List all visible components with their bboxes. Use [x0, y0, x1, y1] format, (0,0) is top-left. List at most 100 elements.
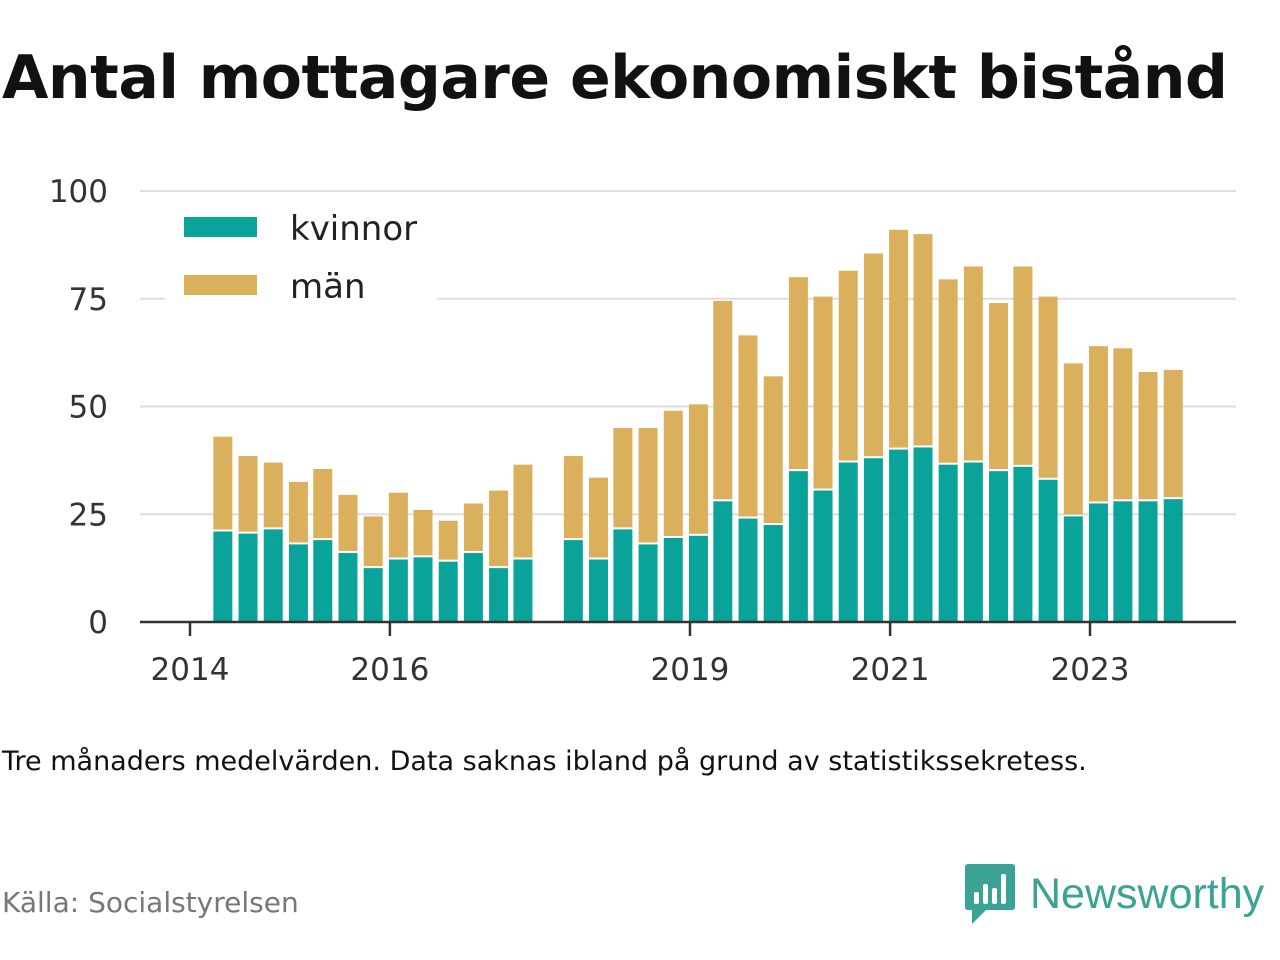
x-tick-label-2016: 2016: [350, 652, 429, 688]
legend-label-kvinnor: kvinnor: [290, 209, 417, 249]
bar-kvinnor-2015-11: [363, 568, 383, 622]
chart-title: Antal mottagare ekonomiskt bistånd: [2, 43, 1228, 113]
bar-kvinnor-2018-05: [613, 529, 633, 622]
bar-man-2014-05: [213, 436, 233, 530]
bar-man-2016-05: [413, 509, 433, 556]
bar-kvinnor-2016-11: [463, 553, 483, 622]
bar-man-2021-05: [913, 234, 933, 446]
x-tick-label-2019: 2019: [651, 652, 730, 688]
bar-man-2018-08: [638, 428, 658, 543]
bar-kvinnor-2023-11: [1163, 499, 1183, 622]
legend-label-man: män: [290, 267, 366, 307]
bar-man-2017-02: [489, 490, 509, 567]
newsworthy-logo: Newsworthy: [964, 862, 1264, 926]
bar-kvinnor-2019-05: [713, 501, 733, 622]
bar-kvinnor-2023-08: [1138, 501, 1158, 622]
bar-kvinnor-2015-08: [338, 553, 358, 622]
bar-man-2019-02: [688, 404, 708, 534]
bar-kvinnor-2020-11: [863, 458, 883, 622]
bar-kvinnor-2017-02: [489, 568, 509, 622]
bar-kvinnor-2022-05: [1013, 466, 1033, 622]
bar-man-2023-02: [1088, 346, 1108, 502]
axes: 0 25 50 75 100 2014 2016 2019 2021 2023: [49, 174, 1236, 688]
bar-kvinnor-2015-05: [313, 540, 333, 622]
bars: [213, 229, 1183, 622]
bar-kvinnor-2017-05: [513, 559, 533, 622]
bar-kvinnor-2021-11: [963, 462, 983, 622]
bar-kvinnor-2014-08: [238, 533, 258, 622]
bar-man-2020-08: [838, 270, 858, 461]
bar-man-2020-11: [863, 253, 883, 457]
bar-kvinnor-2016-05: [413, 557, 433, 622]
bar-kvinnor-2017-11: [563, 540, 583, 622]
bar-kvinnor-2014-05: [213, 531, 233, 622]
legend: kvinnor män: [165, 192, 437, 307]
bar-man-2022-02: [989, 303, 1009, 470]
stacked-bar-chart: kvinnor män 0 25 50 75 100 2014 2016 2019 2021 20…: [49, 174, 1236, 688]
bar-man-2014-08: [238, 456, 258, 532]
bar-man-2022-05: [1013, 266, 1033, 465]
bar-kvinnor-2018-11: [663, 537, 683, 622]
bar-man-2015-02: [288, 481, 308, 543]
bar-man-2023-05: [1113, 348, 1133, 500]
bar-kvinnor-2021-02: [889, 449, 909, 622]
bar-kvinnor-2019-02: [688, 535, 708, 622]
newsworthy-logo-icon: [965, 864, 1015, 924]
bar-man-2015-05: [313, 468, 333, 539]
bar-man-2016-08: [438, 520, 458, 560]
y-tick-label-100: 100: [49, 174, 108, 210]
bar-kvinnor-2014-11: [263, 529, 283, 622]
bar-kvinnor-2023-05: [1113, 501, 1133, 622]
bar-man-2021-11: [963, 266, 983, 461]
bar-man-2020-05: [813, 296, 833, 489]
bar-man-2016-11: [463, 503, 483, 552]
brand-name: Newsworthy: [1030, 870, 1265, 918]
bar-man-2021-08: [938, 279, 958, 463]
bar-man-2022-11: [1063, 363, 1083, 515]
bar-man-2021-02: [889, 229, 909, 448]
x-tick-label-2014: 2014: [151, 652, 230, 688]
bar-kvinnor-2019-08: [738, 518, 758, 622]
bar-man-2017-11: [563, 456, 583, 539]
bar-kvinnor-2022-08: [1038, 479, 1058, 622]
bar-kvinnor-2020-05: [813, 490, 833, 622]
x-tick-label-2023: 2023: [1051, 652, 1130, 688]
bar-kvinnor-2018-02: [589, 559, 609, 622]
x-tick-label-2021: 2021: [851, 652, 930, 688]
bar-kvinnor-2018-08: [638, 544, 658, 622]
bar-man-2015-08: [338, 494, 358, 552]
bar-man-2023-08: [1138, 372, 1158, 500]
bar-kvinnor-2022-02: [989, 471, 1009, 622]
bar-man-2015-11: [363, 516, 383, 567]
bar-kvinnor-2019-11: [763, 525, 783, 622]
y-tick-label-75: 75: [69, 282, 108, 318]
chart-note: Tre månaders medelvärden. Data saknas ib…: [2, 746, 1087, 777]
legend-swatch-kvinnor: [184, 217, 257, 237]
bar-man-2018-05: [613, 428, 633, 528]
bar-man-2023-11: [1163, 369, 1183, 498]
source-credit: Källa: Socialstyrelsen: [2, 886, 299, 919]
bar-kvinnor-2021-05: [913, 447, 933, 622]
bar-kvinnor-2016-02: [388, 559, 408, 622]
bar-kvinnor-2021-08: [938, 464, 958, 622]
bar-man-2019-08: [738, 335, 758, 517]
y-tick-label-50: 50: [69, 390, 108, 426]
y-tick-label-0: 0: [88, 605, 108, 641]
bar-man-2017-05: [513, 464, 533, 558]
legend-swatch-man: [184, 275, 257, 295]
bar-man-2016-02: [388, 492, 408, 558]
bar-man-2019-05: [713, 300, 733, 500]
bar-man-2014-11: [263, 462, 283, 528]
bar-kvinnor-2020-02: [788, 471, 808, 622]
bar-kvinnor-2022-11: [1063, 516, 1083, 622]
bar-man-2018-02: [589, 477, 609, 558]
bar-kvinnor-2020-08: [838, 462, 858, 622]
bar-man-2020-02: [788, 277, 808, 470]
bar-man-2018-11: [663, 410, 683, 536]
bar-man-2019-11: [763, 376, 783, 524]
bar-kvinnor-2015-02: [288, 544, 308, 622]
bar-man-2022-08: [1038, 296, 1058, 478]
bar-kvinnor-2016-08: [438, 561, 458, 622]
y-tick-label-25: 25: [69, 497, 108, 533]
bar-kvinnor-2023-02: [1088, 503, 1108, 622]
